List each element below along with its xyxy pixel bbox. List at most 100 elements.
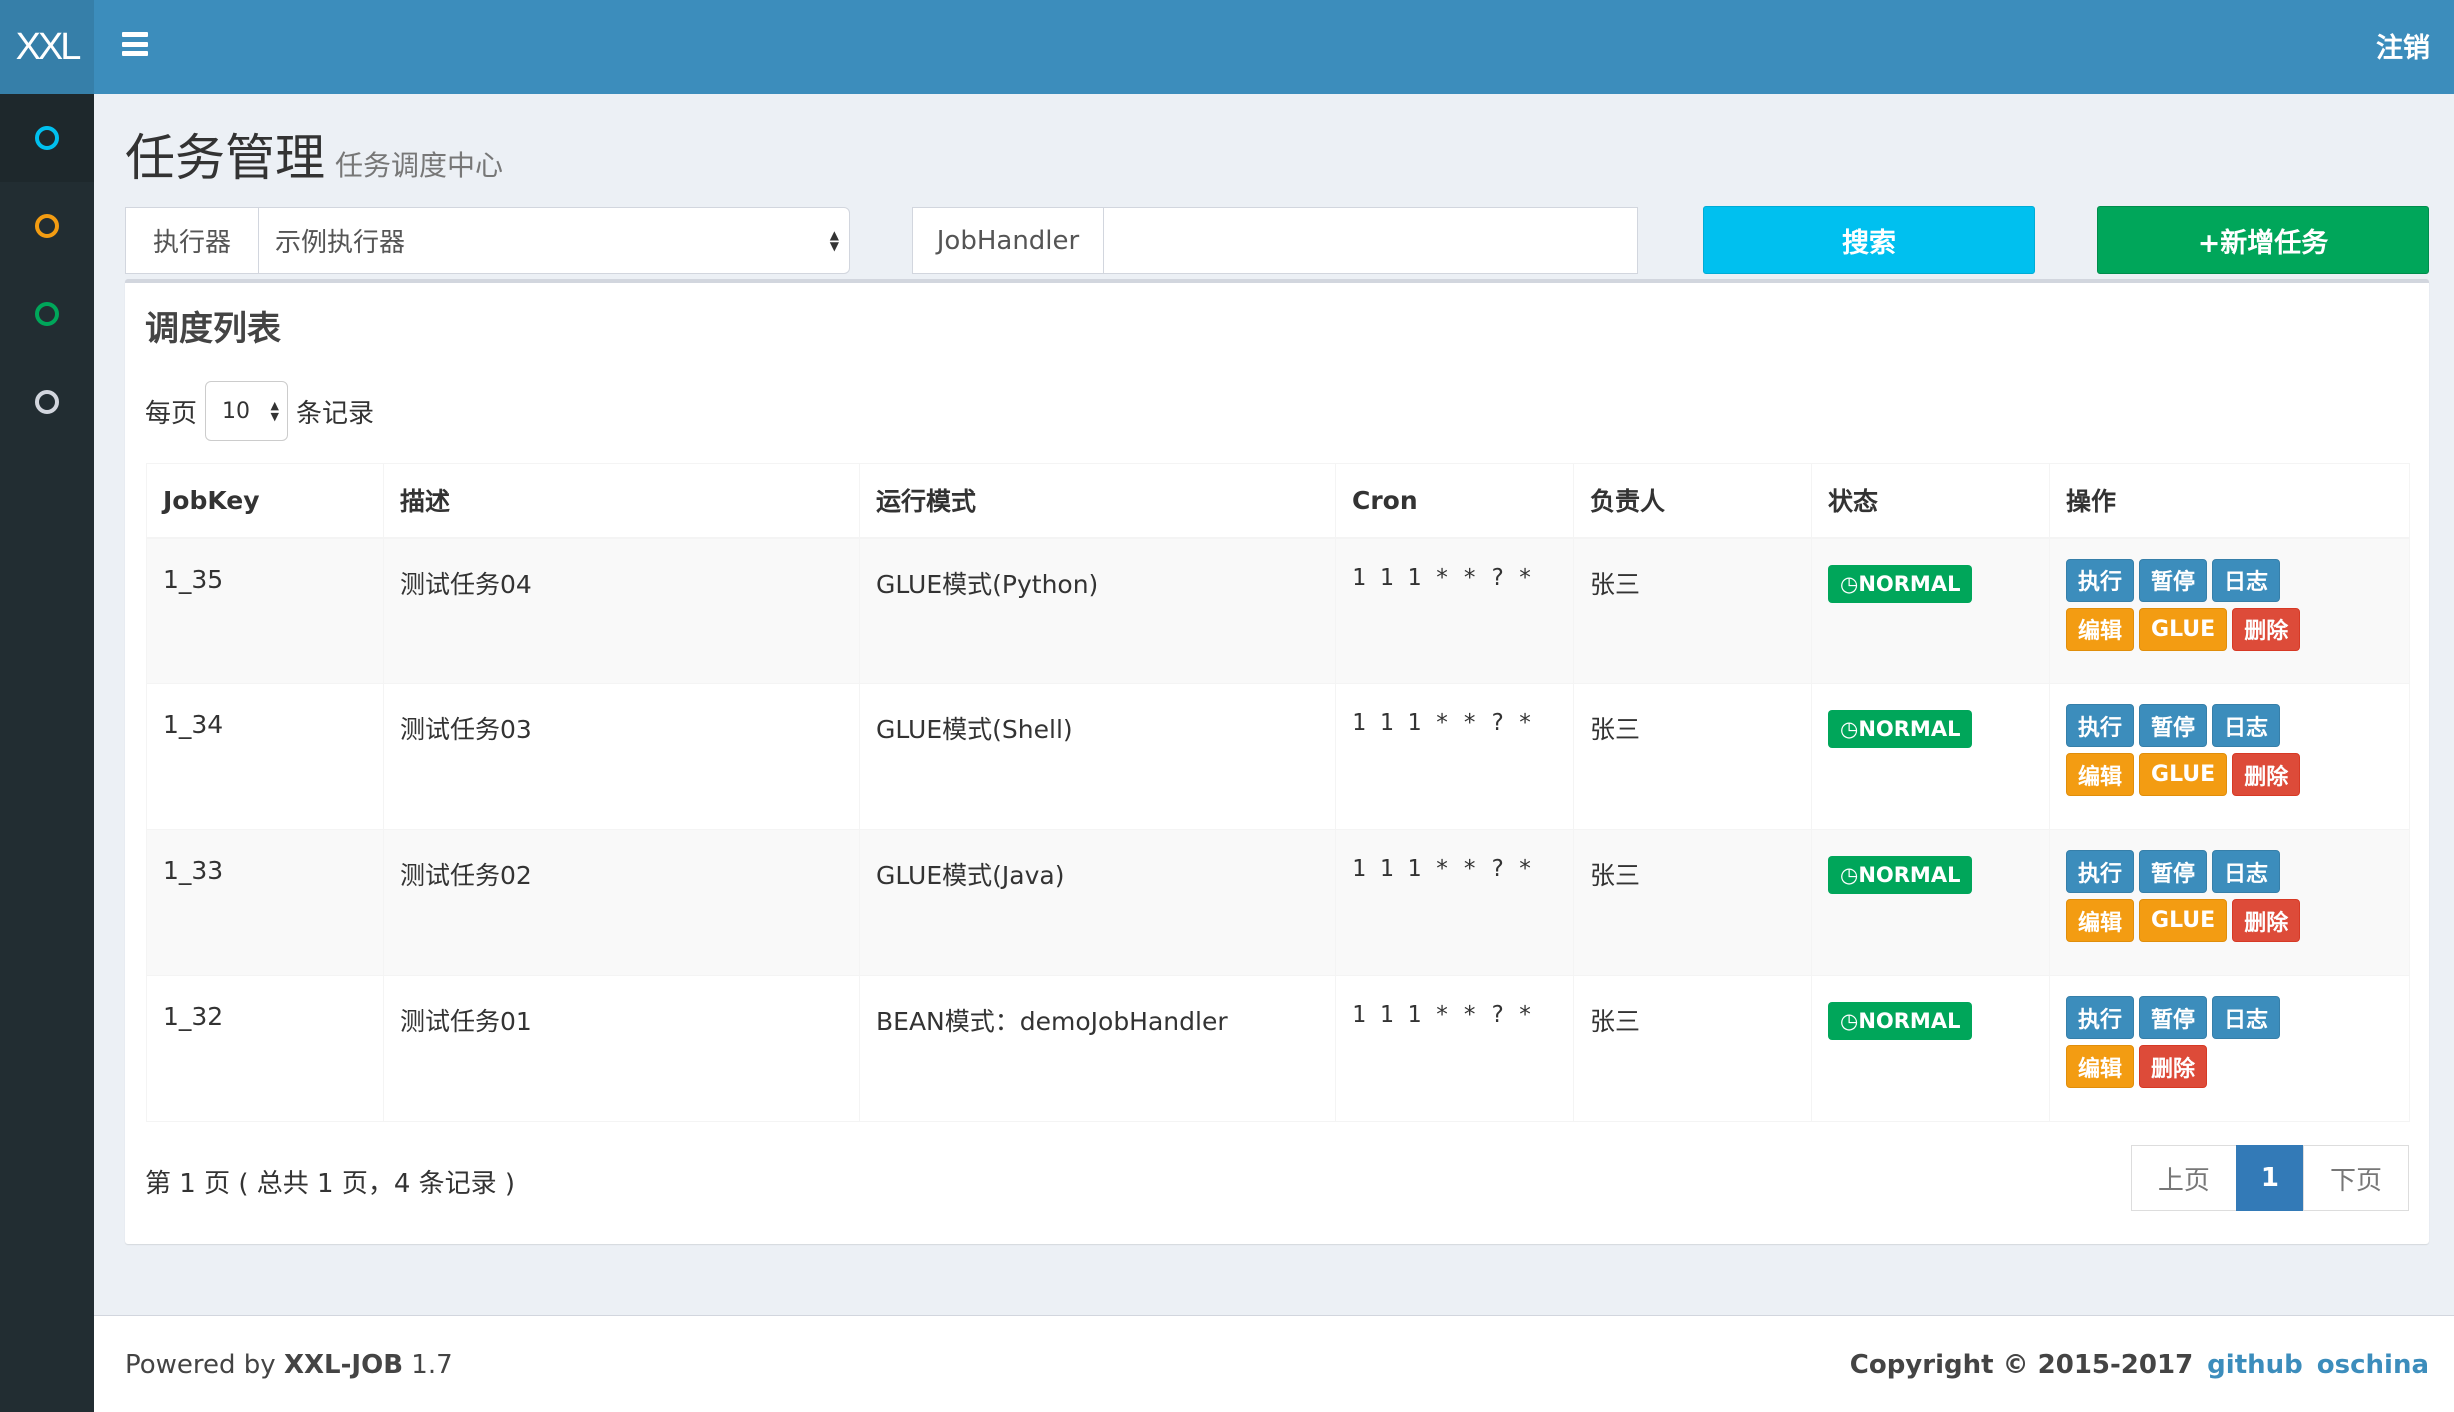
delete-button[interactable]: 删除 [2232, 899, 2301, 942]
job-desc-cell: 测试任务03 [383, 683, 860, 830]
job-key: 1_33 [163, 856, 224, 885]
status-cell: ◷NORMAL [1811, 829, 2050, 976]
jobhandler-input[interactable] [1103, 207, 1638, 274]
job-key-cell: 1_34 [146, 683, 384, 830]
cron-cell: 1 1 1 * * ? * [1335, 683, 1574, 830]
owner-cell: 张三 [1573, 829, 1812, 976]
logout-link[interactable]: 注销 [2376, 33, 2430, 64]
page-title: 任务管理 任务调度中心 [125, 118, 503, 190]
sidebar-item-4[interactable] [0, 358, 94, 446]
status-cell: ◷NORMAL [1811, 975, 2050, 1122]
version-text: 1.7 [403, 1350, 453, 1380]
log-button[interactable]: 日志 [2212, 996, 2281, 1039]
github-link[interactable]: github [2207, 1350, 2303, 1380]
menu-toggle-icon[interactable] [122, 32, 148, 56]
page-1-button[interactable]: 1 [2235, 1145, 2304, 1211]
job-desc: 测试任务02 [400, 861, 532, 890]
delete-button[interactable]: 删除 [2232, 607, 2301, 651]
glue-button[interactable]: GLUE [2139, 899, 2228, 942]
column-header: 负责人 [1573, 463, 1812, 539]
next-page-button[interactable]: 下页 [2302, 1145, 2409, 1211]
table-row: 1_35 测试任务04 GLUE模式(Python) 1 1 1 * * ? * 张三 ◷… [146, 537, 2410, 684]
pause-button[interactable]: 暂停 [2139, 704, 2208, 747]
circle-icon [35, 126, 59, 150]
job-key-cell: 1_35 [146, 537, 384, 684]
column-header: 描述 [383, 463, 860, 539]
status-badge: ◷NORMAL [1828, 710, 1973, 748]
pagination: 上页 1 下页 [2130, 1145, 2409, 1211]
page-length-control: 每页 10 ▲ ▼ 条记录 [145, 381, 374, 441]
run-button[interactable]: 执行 [2066, 704, 2135, 747]
prev-page-button[interactable]: 上页 [2130, 1145, 2237, 1211]
table-header-row: JobKey 描述 运行模式 Cron 负责人 状态 操作 [146, 463, 2410, 539]
owner: 张三 [1590, 715, 1641, 744]
page-title-text: 任务管理 [125, 129, 325, 187]
log-button[interactable]: 日志 [2212, 558, 2281, 602]
pause-button[interactable]: 暂停 [2139, 558, 2208, 602]
cron: 1 1 1 * * ? * [1352, 564, 1533, 591]
delete-button[interactable]: 删除 [2232, 753, 2301, 796]
run-mode-cell: BEAN模式：demoJobHandler [859, 975, 1336, 1122]
run-mode: GLUE模式(Shell) [876, 715, 1073, 744]
oschina-link[interactable]: oschina [2316, 1350, 2429, 1380]
select-arrows-icon: ▲ ▼ [829, 228, 839, 253]
column-header: 运行模式 [859, 463, 1336, 539]
sidebar-item-2[interactable] [0, 182, 94, 270]
status-cell: ◷NORMAL [1811, 683, 2050, 830]
job-table: JobKey 描述 运行模式 Cron 负责人 状态 操作 1_35 测试任务04 GLUE模式… [146, 463, 2410, 1122]
job-desc: 测试任务04 [400, 569, 532, 599]
page-length-select[interactable]: 10 ▲ ▼ [205, 381, 289, 441]
log-button[interactable]: 日志 [2212, 704, 2281, 747]
sidebar-item-1[interactable] [0, 94, 94, 182]
executor-select[interactable]: 示例执行器 ▲ ▼ [258, 207, 850, 274]
column-header: 状态 [1811, 463, 2050, 539]
search-button[interactable]: 搜索 [1703, 206, 2035, 274]
copyright-text: Copyright © 2015-2017 [1849, 1350, 2194, 1380]
actions-cell: 执行 暂停 日志编辑 删除 [2049, 975, 2410, 1122]
cron: 1 1 1 * * ? * [1352, 710, 1533, 736]
sidebar-item-3[interactable] [0, 270, 94, 358]
cron-cell: 1 1 1 * * ? * [1335, 975, 1574, 1122]
glue-button[interactable]: GLUE [2139, 753, 2228, 796]
glue-button[interactable]: GLUE [2139, 607, 2228, 651]
product-name: XXL-JOB [283, 1350, 404, 1380]
clock-icon: ◷ [1840, 863, 1859, 887]
clock-icon: ◷ [1840, 717, 1859, 741]
owner: 张三 [1590, 1007, 1641, 1036]
job-desc: 测试任务03 [400, 715, 532, 744]
cron: 1 1 1 * * ? * [1352, 856, 1533, 882]
pagination-info: 第 1 页 ( 总共 1 页，4 条记录 ) [145, 1169, 516, 1199]
pause-button[interactable]: 暂停 [2139, 996, 2208, 1039]
edit-button[interactable]: 编辑 [2066, 899, 2135, 942]
executor-select-value: 示例执行器 [275, 228, 406, 258]
box-title: 调度列表 [145, 309, 281, 349]
edit-button[interactable]: 编辑 [2066, 607, 2135, 651]
log-button[interactable]: 日志 [2212, 850, 2281, 893]
status-cell: ◷NORMAL [1811, 537, 2050, 684]
delete-button[interactable]: 删除 [2139, 1045, 2208, 1088]
status-badge: ◷NORMAL [1828, 856, 1973, 894]
column-header: Cron [1335, 463, 1574, 539]
column-header: 操作 [2049, 463, 2410, 539]
pause-button[interactable]: 暂停 [2139, 850, 2208, 893]
job-key: 1_34 [163, 710, 224, 739]
add-job-button[interactable]: +新增任务 [2097, 206, 2429, 274]
run-button[interactable]: 执行 [2066, 996, 2135, 1039]
run-button[interactable]: 执行 [2066, 850, 2135, 893]
logo[interactable]: XXL [0, 0, 94, 94]
column-header: JobKey [146, 463, 384, 539]
status-badge: ◷NORMAL [1828, 1002, 1973, 1040]
edit-button[interactable]: 编辑 [2066, 753, 2135, 796]
owner: 张三 [1590, 569, 1641, 599]
job-desc-cell: 测试任务01 [383, 975, 860, 1122]
owner-cell: 张三 [1573, 683, 1812, 830]
job-key: 1_35 [163, 564, 224, 594]
job-key-cell: 1_32 [146, 975, 384, 1122]
run-mode-cell: GLUE模式(Shell) [859, 683, 1336, 830]
select-arrows-icon: ▲ ▼ [270, 399, 280, 423]
owner-cell: 张三 [1573, 537, 1812, 684]
run-button[interactable]: 执行 [2066, 558, 2135, 602]
edit-button[interactable]: 编辑 [2066, 1045, 2135, 1088]
job-desc-cell: 测试任务04 [383, 537, 860, 684]
job-desc: 测试任务01 [400, 1007, 532, 1036]
